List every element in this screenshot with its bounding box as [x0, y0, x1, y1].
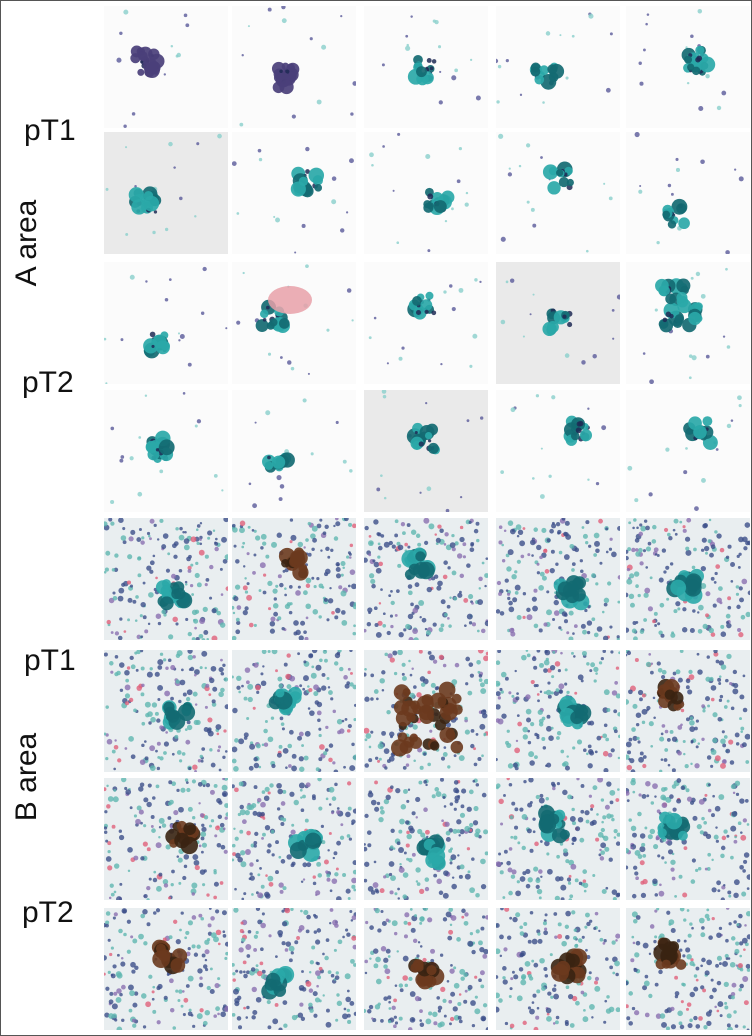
micrograph-tile [626, 650, 750, 772]
micrograph-tile [232, 390, 356, 512]
micrograph-tile [104, 390, 228, 512]
micrograph-tile [626, 390, 750, 512]
micrograph-tile [104, 650, 228, 772]
micrograph-tile [104, 262, 228, 384]
area-label-b: B area [10, 732, 43, 822]
row-label-b-pt1: pT1 [24, 644, 76, 677]
micrograph-tile [626, 778, 750, 900]
micrograph-tile [496, 650, 620, 772]
row-label-b-pt2: pT2 [22, 896, 74, 929]
micrograph-tile [496, 390, 620, 512]
row-label-a-pt2: pT2 [22, 366, 74, 399]
micrograph-tile [496, 262, 620, 384]
micrograph-tile [364, 908, 488, 1030]
row-label-a-pt1: pT1 [24, 114, 76, 147]
micrograph-tile [232, 778, 356, 900]
micrograph-tile [626, 518, 750, 640]
micrograph-tile [232, 518, 356, 640]
micrograph-tile [496, 518, 620, 640]
micrograph-tile [104, 6, 228, 128]
micrograph-tile [104, 132, 228, 254]
micrograph-tile [104, 778, 228, 900]
micrograph-tile [496, 778, 620, 900]
micrograph-tile [364, 650, 488, 772]
micrograph-tile [364, 132, 488, 254]
micrograph-tile [364, 778, 488, 900]
micrograph-tile [626, 132, 750, 254]
micrograph-tile [364, 262, 488, 384]
micrograph-tile [626, 6, 750, 128]
micrograph-tile [364, 518, 488, 640]
micrograph-tile [232, 6, 356, 128]
area-label-a: A area [10, 199, 43, 287]
micrograph-tile [496, 132, 620, 254]
micrograph-tile [232, 132, 356, 254]
micrograph-tile [364, 6, 488, 128]
micrograph-tile [232, 908, 356, 1030]
micrograph-tile [364, 390, 488, 512]
micrograph-tile [626, 262, 750, 384]
micrograph-tile [496, 908, 620, 1030]
micrograph-tile [626, 908, 750, 1030]
micrograph-tile [104, 518, 228, 640]
micrograph-tile [232, 262, 356, 384]
micrograph-tile [496, 6, 620, 128]
micrograph-tile [232, 650, 356, 772]
micrograph-tile [104, 908, 228, 1030]
